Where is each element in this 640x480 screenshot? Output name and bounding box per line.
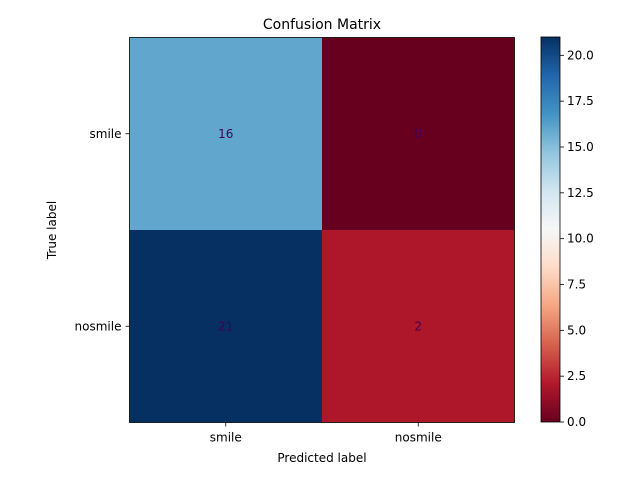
plot-frame xyxy=(129,37,515,423)
x-axis-ticks: smile nosmile xyxy=(210,422,442,445)
y-tick-label: nosmile xyxy=(75,319,122,333)
x-tick-label: smile xyxy=(210,431,242,445)
heatmap-cell xyxy=(129,37,322,230)
cell-value-label: 21 xyxy=(218,319,233,333)
cell-value-label: 2 xyxy=(414,319,422,333)
colorbar xyxy=(541,37,560,422)
x-axis-label: Predicted label xyxy=(277,451,366,465)
heatmap-cell xyxy=(322,37,515,230)
colorbar-tick-label: 2.5 xyxy=(567,369,586,383)
heatmap-cell xyxy=(322,230,515,423)
colorbar-tick-label: 7.5 xyxy=(567,278,586,292)
cell-value-label: 0 xyxy=(414,127,422,141)
colorbar-tick-label: 10.0 xyxy=(567,232,594,246)
colorbar-tick-label: 17.5 xyxy=(567,94,594,108)
cell-value-labels: 16 0 21 2 xyxy=(218,127,422,334)
colorbar-tick-label: 0.0 xyxy=(567,415,586,429)
colorbar-tick-label: 5.0 xyxy=(567,323,586,337)
cell-value-label: 16 xyxy=(218,127,233,141)
colorbar-tick-label: 15.0 xyxy=(567,140,594,154)
y-axis-label: True label xyxy=(45,201,59,260)
colorbar-tick-label: 20.0 xyxy=(567,48,594,62)
colorbar-ticks: 0.0 2.5 5.0 7.5 10.0 12.5 15.0 17.5 20.0 xyxy=(560,48,594,429)
heatmap-cells xyxy=(129,37,515,423)
y-axis-ticks: smile nosmile xyxy=(75,127,130,333)
colorbar-frame xyxy=(540,36,561,423)
colorbar-tick-label: 12.5 xyxy=(567,186,594,200)
heatmap-cell xyxy=(129,230,322,423)
x-tick-label: nosmile xyxy=(395,431,442,445)
y-tick-label: smile xyxy=(90,127,122,141)
chart-title: Confusion Matrix xyxy=(263,17,381,33)
